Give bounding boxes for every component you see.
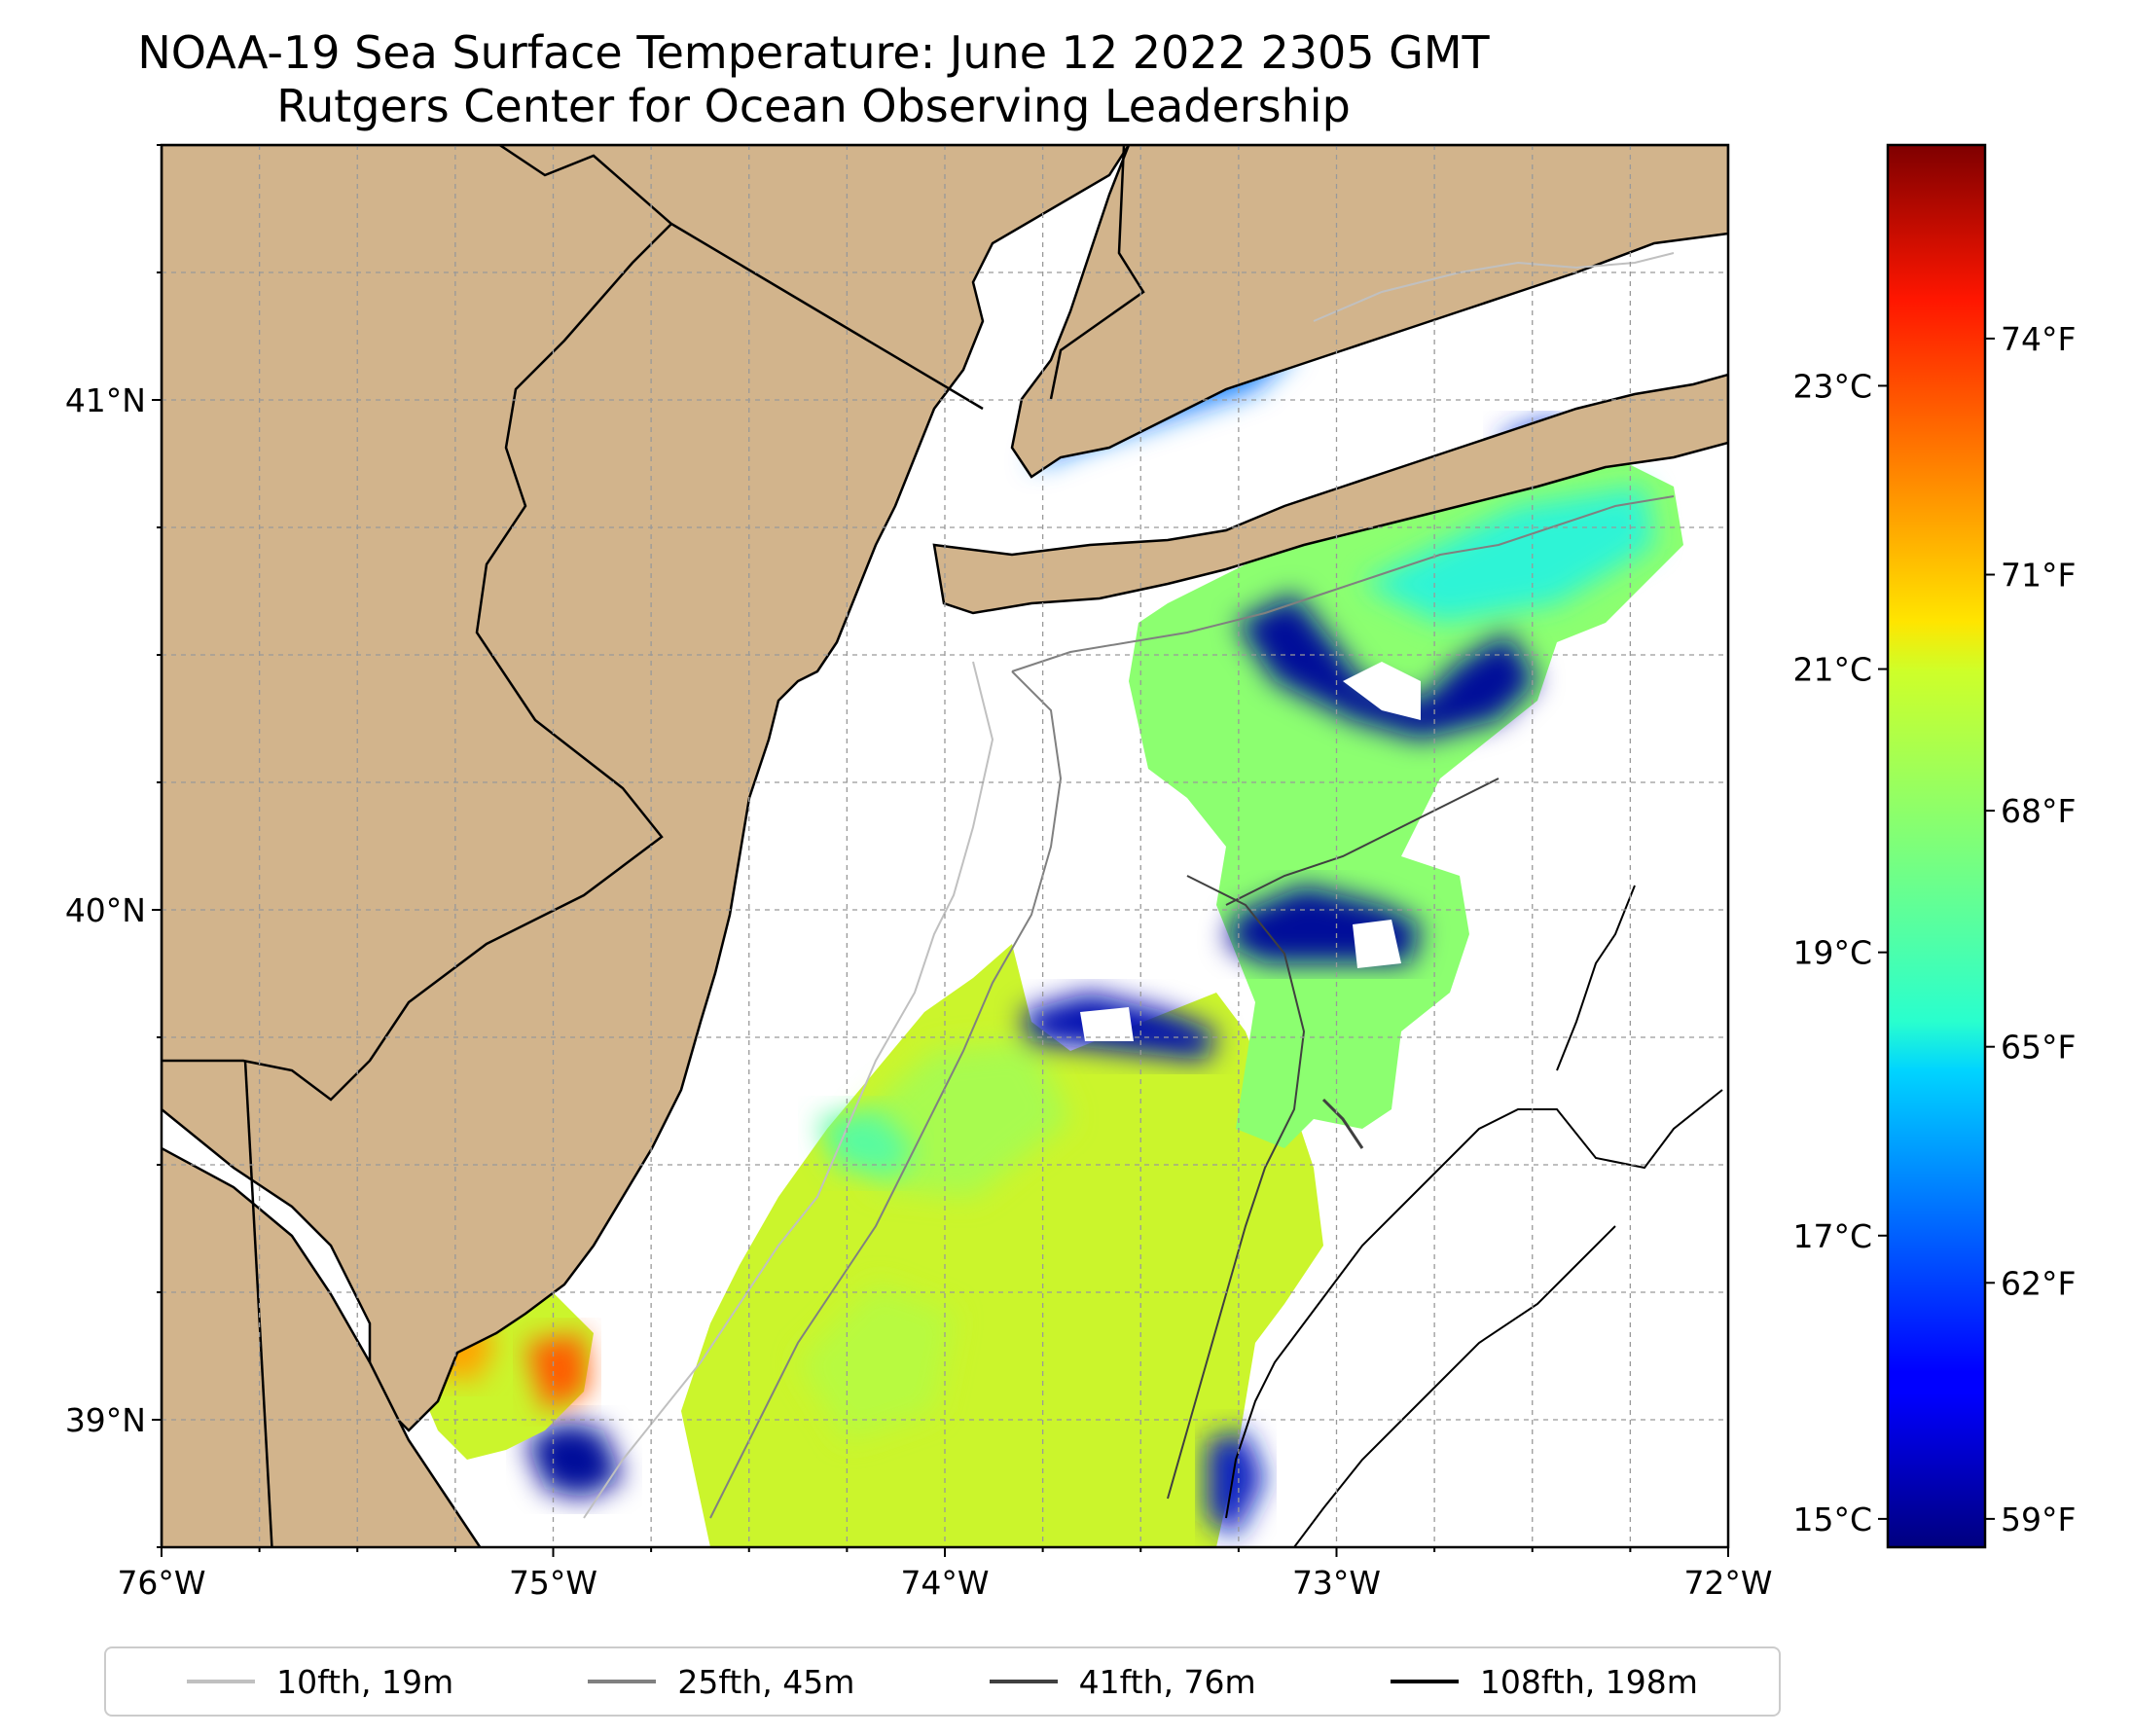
land <box>162 145 1728 1547</box>
new-york-connecticut-land <box>1010 145 1728 479</box>
sst-patch-cyan <box>1362 487 1654 623</box>
contour-76m <box>1167 875 1306 1500</box>
contour-legend: 10fth, 19m 25fth, 45m 41fth, 76m 108fth,… <box>104 1646 1781 1717</box>
colorbar-celsius-label: 17°C <box>1792 1217 1872 1255</box>
delaware-land <box>162 1146 482 1547</box>
legend-label: 25fth, 45m <box>677 1662 855 1701</box>
sst-cold-band <box>525 1421 623 1499</box>
contour-198m <box>1225 1089 1723 1519</box>
colorbar-fahrenheit-label: 74°F <box>2001 320 2076 358</box>
nj-pa-border <box>162 145 673 1102</box>
contour-76m <box>1225 778 1500 906</box>
sst-cold-band <box>1236 594 1537 740</box>
legend-label: 10fth, 19m <box>276 1662 454 1701</box>
colorbar-fahrenheit-label: 68°F <box>2001 792 2076 830</box>
sst-cloud-gap <box>1343 662 1421 720</box>
ny-nj-border <box>670 222 984 411</box>
contour-19m <box>1313 252 1675 322</box>
colorbar-celsius-label: 23°C <box>1792 367 1872 405</box>
sst-cloud-gap <box>1080 1007 1134 1041</box>
legend-line <box>1390 1680 1459 1683</box>
colorbar-fahrenheit-label: 71°F <box>2001 557 2076 595</box>
contour-198m <box>1556 885 1636 1071</box>
sst-bay-warm <box>525 1333 589 1411</box>
contour-76m <box>1321 1098 1364 1149</box>
colorbar-frame <box>1886 143 1987 1549</box>
colorbar-fahrenheit-label: 65°F <box>2001 1029 2076 1067</box>
de-md-border <box>243 1060 273 1547</box>
sst-patch-cyan <box>817 1109 915 1177</box>
state-borders <box>162 145 1145 1547</box>
colorbar-fahrenheit-axis: 59°F 62°F 65°F 68°F 71°F 74°F <box>1985 320 2076 1538</box>
sst-cold-band <box>1207 1430 1265 1537</box>
map-subtitle: Rutgers Center for Ocean Observing Leade… <box>276 80 1351 132</box>
gridlines <box>162 145 1728 1547</box>
y-tick-label: 41°N <box>65 381 146 419</box>
contour-45m <box>709 670 1063 1519</box>
y-tick-label: 40°N <box>65 891 146 929</box>
x-tick-label: 72°W <box>1683 1564 1772 1602</box>
sst-cloud-gap <box>1353 920 1401 968</box>
x-tick-label: 74°W <box>900 1564 989 1602</box>
y-axis: 39°N 40°N 41°N <box>65 144 162 1548</box>
legend-line <box>187 1680 256 1683</box>
legend-entry: 41fth, 76m <box>989 1662 1256 1701</box>
legend-label: 41fth, 76m <box>1078 1662 1256 1701</box>
legend-line <box>588 1680 657 1683</box>
map-title: NOAA-19 Sea Surface Temperature: June 12… <box>137 26 1490 79</box>
legend-label: 108fth, 198m <box>1479 1662 1698 1701</box>
legend-entry: 108fth, 198m <box>1390 1662 1698 1701</box>
y-tick-label: 39°N <box>65 1401 146 1439</box>
colorbar-celsius-axis: 15°C 17°C 19°C 21°C 23°C <box>1792 367 1888 1538</box>
colorbar-celsius-label: 15°C <box>1792 1501 1872 1538</box>
x-tick-label: 75°W <box>509 1564 597 1602</box>
x-axis: 76°W 75°W 74°W 73°W 72°W <box>117 1547 1773 1602</box>
map-area <box>162 145 1728 1547</box>
colorbar-celsius-label: 19°C <box>1792 934 1872 972</box>
ny-ct-border <box>1049 145 1145 400</box>
legend-entry: 25fth, 45m <box>588 1663 854 1701</box>
legend-line <box>989 1680 1058 1683</box>
colorbar-celsius-label: 21°C <box>1792 651 1872 689</box>
sst-patch-green <box>798 1284 954 1440</box>
colorbar <box>1888 145 1985 1547</box>
x-tick-label: 76°W <box>117 1564 205 1602</box>
colorbar-fahrenheit-label: 59°F <box>2001 1501 2076 1538</box>
x-tick-label: 73°W <box>1292 1564 1381 1602</box>
colorbar-fahrenheit-label: 62°F <box>2001 1264 2076 1302</box>
long-island-land <box>932 373 1728 615</box>
contour-45m <box>1011 495 1675 672</box>
legend-entry: 10fth, 19m <box>187 1663 453 1701</box>
